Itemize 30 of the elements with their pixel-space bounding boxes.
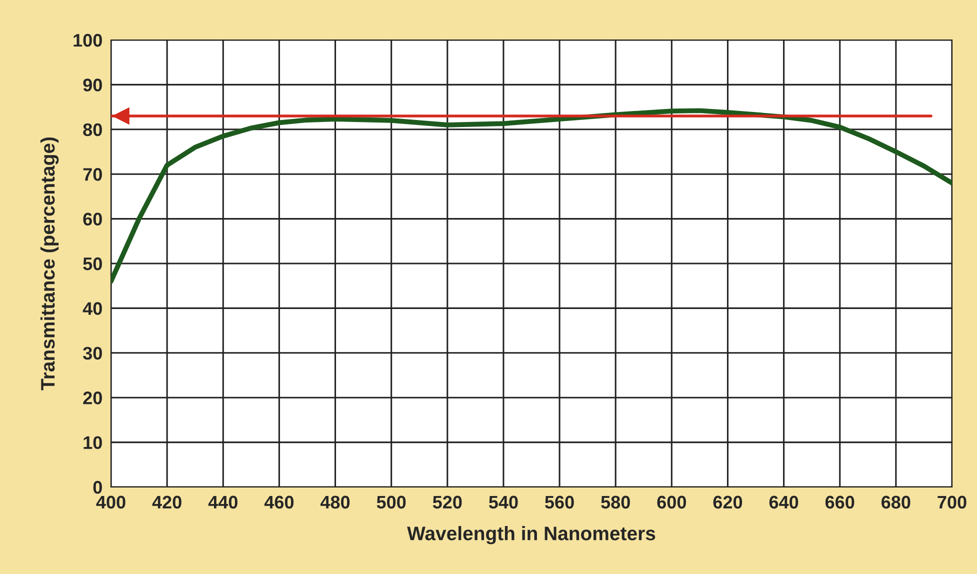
y-tick-label: 100: [74, 34, 102, 47]
x-tick-label: 540: [488, 496, 518, 509]
x-tick-label: 420: [152, 496, 182, 509]
x-tick-label: 700: [938, 496, 966, 509]
x-tick-label: 500: [376, 496, 406, 509]
x-tick-label: 580: [601, 496, 630, 509]
x-tick-label: 640: [769, 496, 798, 509]
x-tick-label: 440: [208, 496, 238, 509]
x-tick-label: 560: [545, 496, 574, 509]
x-tick-label: 460: [264, 496, 294, 509]
y-tick-label: 50: [83, 257, 102, 270]
y-tick-label: 70: [83, 168, 102, 181]
y-tick-label: 80: [83, 123, 102, 136]
x-tick-label: 400: [96, 496, 126, 509]
y-axis-title: Transmittance (percentage): [40, 137, 59, 390]
x-tick-label: 680: [882, 496, 910, 509]
x-tick-label: 620: [713, 496, 742, 509]
y-tick-label: 40: [82, 302, 102, 315]
line-series: [111, 108, 952, 284]
y-tick-label: 60: [83, 212, 102, 226]
y-tick-label: 10: [84, 436, 102, 450]
y-tick-label: 90: [83, 78, 102, 92]
x-tick-label: 480: [320, 496, 350, 509]
y-tick-label: 0: [93, 480, 102, 494]
x-axis-title: Wavelength in Nanometers: [407, 526, 656, 544]
x-tick-label: 600: [657, 496, 686, 509]
x-tick-label: 520: [432, 496, 462, 509]
y-tick-label: 20: [83, 392, 102, 404]
x-tick-label: 660: [825, 496, 854, 509]
y-tick-label: 30: [83, 346, 102, 360]
